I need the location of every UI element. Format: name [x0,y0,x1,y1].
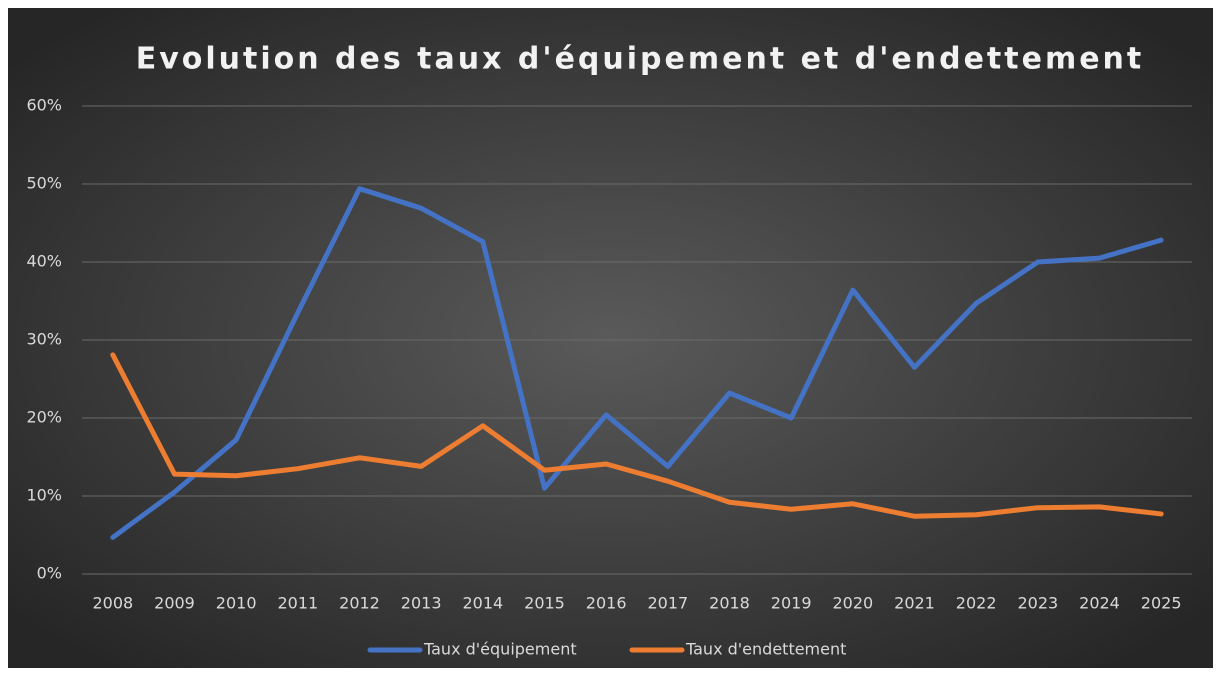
chart-title: Evolution des taux d'équipement et d'end… [136,42,1145,77]
y-tick-label: 10% [26,486,62,505]
legend-label: Taux d'équipement [423,640,577,659]
y-tick-label: 30% [26,330,62,349]
x-tick-label: 2013 [401,594,442,613]
y-tick-label: 20% [26,408,62,427]
x-tick-label: 2022 [956,594,997,613]
x-tick-label: 2011 [277,594,318,613]
x-tick-label: 2012 [339,594,380,613]
x-tick-label: 2020 [832,594,873,613]
x-tick-label: 2024 [1079,594,1120,613]
x-tick-label: 2014 [462,594,503,613]
chart-background [8,8,1213,668]
y-tick-label: 0% [37,564,62,583]
y-tick-label: 50% [26,174,62,193]
x-tick-label: 2021 [894,594,935,613]
x-tick-label: 2016 [586,594,627,613]
x-tick-label: 2025 [1141,594,1182,613]
y-tick-label: 40% [26,252,62,271]
x-tick-label: 2017 [647,594,688,613]
x-tick-label: 2019 [771,594,812,613]
series-line [110,186,1164,540]
legend-label: Taux d'endettement [685,640,846,659]
x-tick-label: 2015 [524,594,565,613]
x-tick-label: 2009 [154,594,195,613]
series-line [110,352,1164,519]
y-tick-label: 60% [26,96,62,115]
x-tick-label: 2018 [709,594,750,613]
x-tick-label: 2008 [92,594,133,613]
x-tick-label: 2010 [216,594,257,613]
x-tick-label: 2023 [1017,594,1058,613]
